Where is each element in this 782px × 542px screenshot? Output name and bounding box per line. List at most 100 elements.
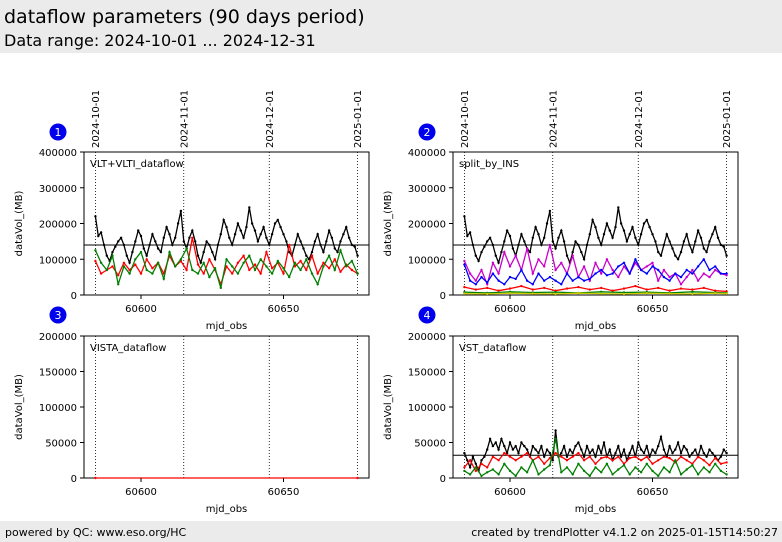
data-point <box>562 240 566 243</box>
data-point <box>557 236 560 239</box>
data-point <box>94 215 97 218</box>
y-axis-label: dataVol_(MB) <box>383 191 394 257</box>
data-point <box>696 279 700 282</box>
data-point <box>94 476 97 480</box>
data-point <box>648 455 651 458</box>
data-point <box>236 222 240 225</box>
data-point <box>645 288 648 291</box>
data-point <box>259 233 262 236</box>
data-point <box>585 444 589 448</box>
data-point <box>345 225 348 229</box>
data-point <box>682 240 686 243</box>
data-point <box>191 236 194 239</box>
data-point <box>714 225 717 229</box>
data-point <box>248 254 251 257</box>
data-point <box>622 292 626 296</box>
y-axis-label: dataVol_(MB) <box>14 191 25 257</box>
data-point <box>342 233 345 236</box>
data-point <box>531 444 534 448</box>
data-point <box>514 474 517 478</box>
data-point <box>270 233 274 236</box>
data-point <box>356 272 359 275</box>
data-point <box>463 259 466 263</box>
y-tick-label: 100000 <box>39 255 77 266</box>
data-point <box>276 259 279 263</box>
y-tick-label: 0 <box>440 474 446 485</box>
data-point <box>142 247 145 250</box>
data-point <box>531 236 534 239</box>
data-point <box>580 250 583 254</box>
data-point <box>185 247 188 250</box>
data-point <box>148 243 151 247</box>
data-point <box>602 441 606 444</box>
data-point <box>122 265 126 268</box>
x-tick-label: 60650 <box>268 304 300 315</box>
data-point <box>608 229 611 232</box>
y-tick-label: 400000 <box>408 148 446 159</box>
data-point <box>497 279 500 282</box>
data-point <box>645 444 648 448</box>
date-marker-label: 2025-01-01 <box>722 90 733 148</box>
data-point <box>691 272 694 275</box>
data-point <box>622 265 626 268</box>
y-tick-label: 100000 <box>39 403 77 414</box>
data-point <box>480 474 483 478</box>
data-point <box>560 471 563 474</box>
data-point <box>356 254 359 257</box>
data-point <box>471 455 475 458</box>
x-tick-label: 60600 <box>494 487 526 498</box>
data-point <box>99 231 103 234</box>
y-tick-label: 150000 <box>39 368 77 379</box>
data-point <box>517 451 520 455</box>
data-point <box>350 268 354 272</box>
data-point <box>679 287 683 290</box>
data-point <box>99 272 103 275</box>
data-point <box>463 292 466 295</box>
data-point <box>168 233 171 236</box>
data-point <box>282 233 285 236</box>
data-point <box>639 471 643 474</box>
data-point <box>310 254 314 257</box>
data-point <box>614 451 617 455</box>
data-point <box>99 261 103 264</box>
data-point <box>617 265 620 268</box>
data-point <box>562 444 566 448</box>
data-point <box>662 448 666 451</box>
data-point <box>537 233 540 236</box>
data-point <box>145 258 148 261</box>
data-point <box>325 240 328 243</box>
data-point <box>711 451 714 455</box>
data-point <box>336 250 339 254</box>
panel-number-badge <box>418 123 436 141</box>
data-point <box>676 441 680 444</box>
data-point <box>194 240 197 243</box>
data-point <box>668 444 671 448</box>
x-axis-label: mjd_obs <box>575 321 617 332</box>
data-point <box>514 277 517 281</box>
data-point <box>503 451 506 455</box>
data-point <box>611 268 614 272</box>
data-point <box>508 234 512 238</box>
data-point <box>253 263 257 266</box>
data-point <box>645 272 648 275</box>
data-point <box>691 292 694 296</box>
data-point <box>119 236 123 239</box>
data-point <box>151 233 154 236</box>
data-point <box>117 240 120 243</box>
footer-generator: created by trendPlotter v4.1.2 on 2025-0… <box>471 526 778 539</box>
data-point <box>645 455 648 458</box>
page-header: dataflow parameters (90 days period) Dat… <box>0 0 782 53</box>
data-point <box>333 268 336 272</box>
data-point <box>316 283 319 286</box>
data-point <box>497 289 500 292</box>
data-point <box>688 243 691 247</box>
data-point <box>691 290 694 293</box>
data-point <box>299 240 302 243</box>
data-point <box>156 261 160 264</box>
chart-panel-4: 60600 60650 0 50000 100000 150000 200000 mjd_ob… <box>383 306 739 515</box>
y-tick-label: 400000 <box>39 148 77 159</box>
data-point <box>520 268 523 272</box>
data-point <box>248 268 251 272</box>
data-point <box>654 240 657 243</box>
